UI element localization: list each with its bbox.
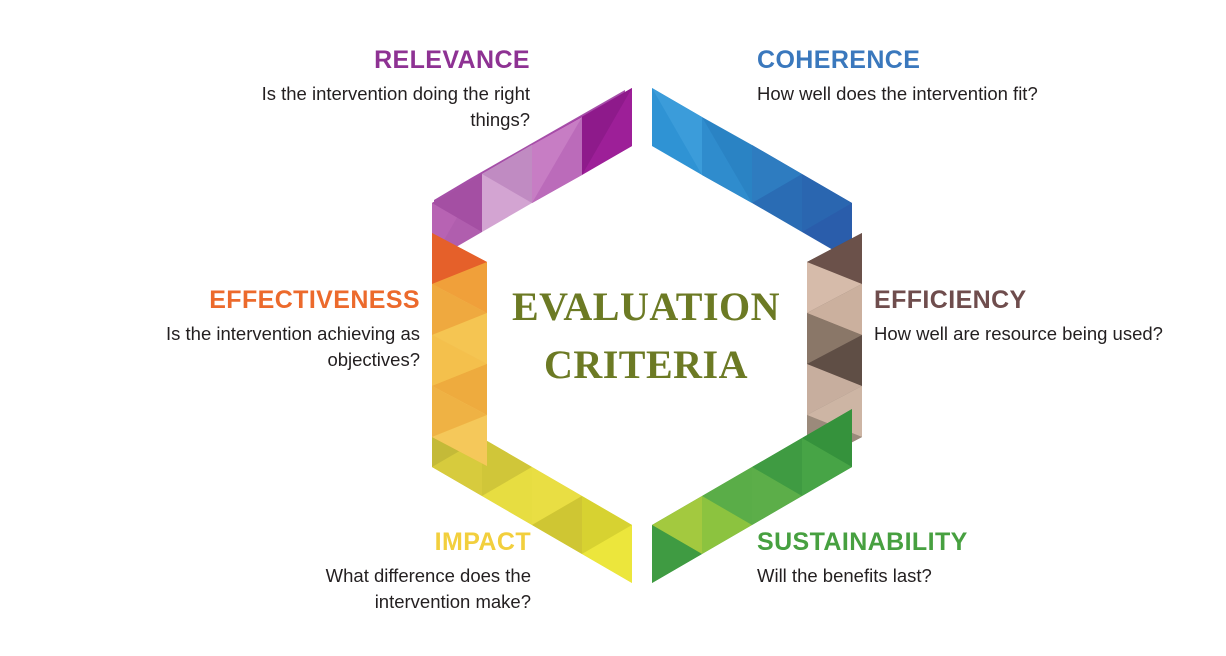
center-title-line-1: EVALUATION (511, 284, 781, 329)
criterion-sustainability[interactable]: SUSTAINABILITY Will the benefits last? (757, 528, 1067, 589)
criterion-efficiency-desc: How well are resource being used? (874, 323, 1163, 344)
criterion-impact-desc: What difference does the intervention ma… (325, 565, 531, 612)
criterion-sustainability-desc: Will the benefits last? (757, 565, 932, 586)
criterion-coherence[interactable]: COHERENCE How well does the intervention… (757, 46, 1057, 107)
criterion-relevance-desc: Is the intervention doing the right thin… (261, 83, 530, 130)
hex-segment-efficiency[interactable] (807, 233, 862, 466)
center-title-line-2: CRITERIA (543, 342, 749, 387)
criterion-impact[interactable]: IMPACT What difference does the interven… (255, 528, 531, 614)
criterion-coherence-title: COHERENCE (757, 46, 921, 74)
criterion-relevance-title: RELEVANCE (374, 46, 530, 74)
criterion-effectiveness-title: EFFECTIVENESS (209, 286, 420, 314)
hex-segment-effectiveness[interactable] (432, 233, 487, 466)
criterion-effectiveness[interactable]: EFFECTIVENESS Is the intervention achiev… (120, 286, 420, 372)
hex-segment-coherence[interactable] (652, 88, 852, 261)
criterion-relevance[interactable]: RELEVANCE Is the intervention doing the … (227, 46, 530, 132)
criterion-sustainability-title: SUSTAINABILITY (757, 528, 968, 556)
criterion-impact-title: IMPACT (434, 528, 531, 556)
page-title: EVALUATION CRITERIA (486, 278, 806, 394)
criterion-effectiveness-desc: Is the intervention achieving as objecti… (165, 323, 420, 370)
criterion-efficiency-title: EFFICIENCY (874, 286, 1027, 314)
criterion-efficiency[interactable]: EFFICIENCY How well are resource being u… (874, 286, 1184, 347)
criterion-coherence-desc: How well does the intervention fit? (757, 83, 1038, 104)
